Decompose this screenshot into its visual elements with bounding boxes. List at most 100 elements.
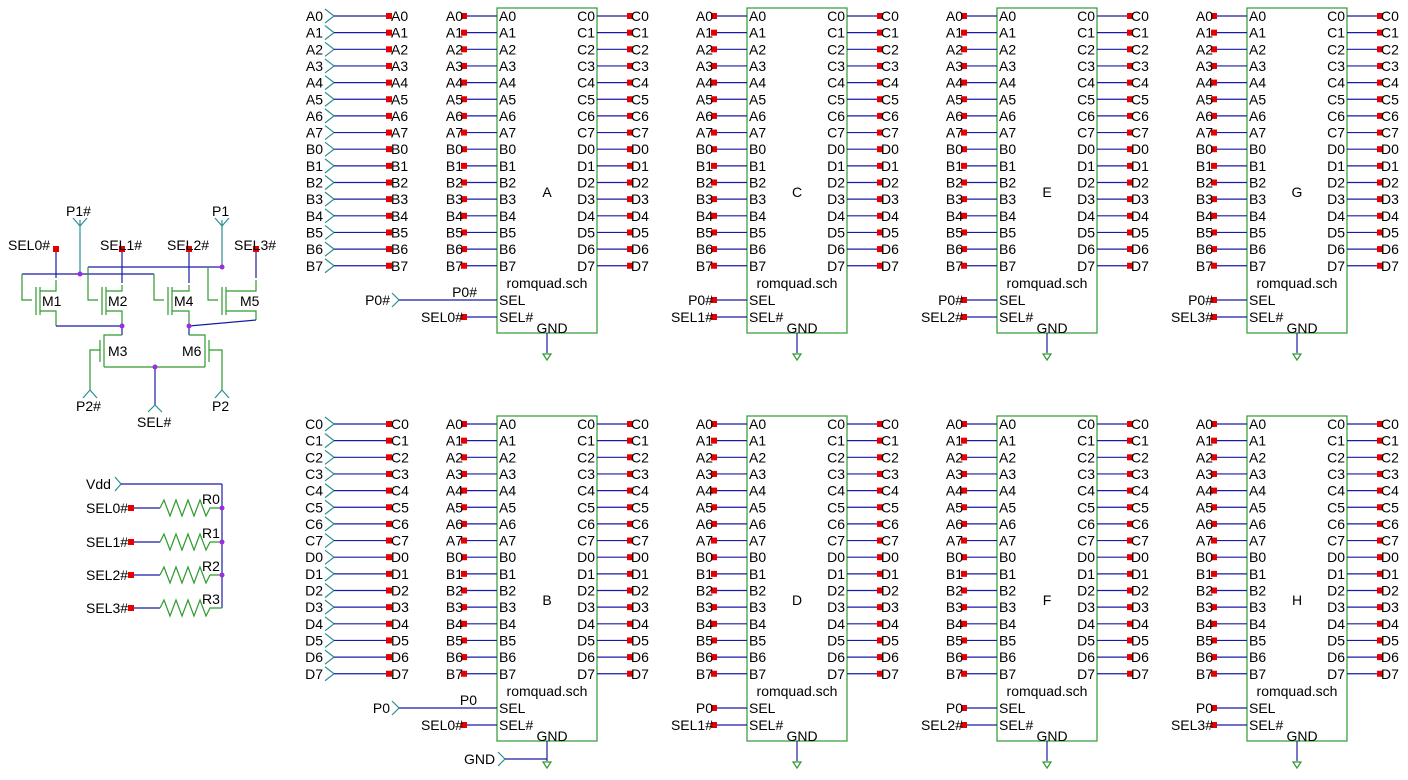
bus-net-label: A0 (306, 8, 323, 24)
chip-left-pin: B6 (499, 241, 516, 257)
chip-left-net: A6 (696, 516, 713, 532)
chip-right-pin: C1 (1077, 433, 1095, 449)
chip-left-net: B7 (446, 666, 463, 682)
chip-left-pin: A5 (999, 499, 1016, 515)
chip-right-net: D3 (1381, 599, 1399, 615)
bus-pin-label: D4 (391, 616, 409, 632)
chip-left-net: B4 (1196, 208, 1213, 224)
chip-left-net: A5 (946, 91, 963, 107)
chip-seln-pin: SEL# (499, 717, 533, 733)
chip-sel-port: P0 (373, 700, 390, 716)
chip-right-pin: D7 (1077, 666, 1095, 682)
chip-right-pin: D3 (577, 191, 595, 207)
chip-left-net: B4 (696, 208, 713, 224)
chip-right-net: C7 (881, 125, 899, 141)
chip-seln-net: SEL1# (671, 717, 713, 733)
chip-left-pin: A1 (499, 433, 516, 449)
chip-right-net: C0 (1131, 8, 1149, 24)
chip-right-pin: C3 (1077, 58, 1095, 74)
chip-left-net: A2 (946, 41, 963, 57)
bus-net-label: B7 (306, 258, 323, 274)
chip-right-pin: D5 (577, 224, 595, 240)
chip-name: F (1043, 592, 1052, 608)
bus-connector (386, 262, 392, 269)
bus-connector (386, 537, 392, 544)
chip-right-pin: C5 (577, 499, 595, 515)
chip-right-pin: D5 (1077, 632, 1095, 648)
chip-left-pin: A5 (499, 91, 516, 107)
chip-seln-net: SEL0# (421, 717, 463, 733)
bus-pin-label: A1 (391, 25, 408, 41)
rom-chip: A0 A0 C0 C0 A1 A1 C1 C1 A2 A2 C2 C2 A3 A3 C3 C3 A4 A4 C4 C4… (365, 7, 649, 362)
chip-left-pin: A5 (999, 91, 1016, 107)
bus-pin-label: A6 (391, 108, 408, 124)
bus-net-label: C4 (305, 483, 323, 499)
ground-icon (791, 761, 803, 770)
chip-right-pin: C0 (827, 416, 845, 432)
chip-left-pin: B1 (999, 566, 1016, 582)
chip-left-pin: A7 (999, 533, 1016, 549)
transistor-m5: M5 (240, 293, 260, 309)
chip-right-pin: D0 (827, 141, 845, 157)
chip-left-pin: A4 (999, 483, 1016, 499)
chip-right-net: C4 (631, 75, 649, 91)
chip-right-net: D4 (881, 616, 899, 632)
bus-pin-label: B4 (391, 208, 408, 224)
chip-left-pin: A3 (999, 466, 1016, 482)
bus-net-label: C3 (305, 466, 323, 482)
chip-left-net: B4 (446, 616, 463, 632)
chip-right-net: D6 (631, 241, 649, 257)
chip-left-net: B5 (1196, 224, 1213, 240)
resistor-r0: R0 (202, 491, 220, 507)
chip-left-net: B6 (696, 241, 713, 257)
chip-right-pin: C1 (1327, 433, 1345, 449)
chip-left-net: A2 (696, 41, 713, 57)
rom-chip: A0 A0 C0 C0 A1 A1 C1 C1 A2 A2 C2 C2 A3 A3 C3 C3 A4 A4 C4 C4… (1171, 415, 1399, 770)
mux-label-sel0: SEL0# (8, 237, 50, 253)
chip-left-net: B0 (446, 141, 463, 157)
chip-left-pin: A4 (499, 75, 516, 91)
chip-right-net: D1 (1131, 158, 1149, 174)
chip-left-net: A2 (946, 449, 963, 465)
chip-right-pin: D2 (827, 583, 845, 599)
chip-left-net: A7 (1196, 533, 1213, 549)
chip-right-pin: D4 (827, 616, 845, 632)
chip-right-net: C4 (1381, 75, 1399, 91)
chip-left-net: A2 (696, 449, 713, 465)
bus-connector (386, 670, 392, 677)
chip-right-net: C7 (1381, 533, 1399, 549)
chip-left-pin: A0 (1249, 8, 1266, 24)
chip-left-pin: A5 (1249, 91, 1266, 107)
chip-seln-net: SEL2# (921, 309, 963, 325)
chip-right-net: D0 (881, 141, 899, 157)
chip-left-net: B2 (696, 583, 713, 599)
chip-sel-pin: SEL (1249, 292, 1276, 308)
chip-left-pin: A2 (1249, 41, 1266, 57)
chip-right-net: D1 (631, 158, 649, 174)
chip-left-pin: B7 (499, 258, 516, 274)
chip-right-pin: C3 (827, 466, 845, 482)
chip-left-net: B2 (446, 175, 463, 191)
chip-right-pin: C6 (577, 516, 595, 532)
rom-chips: A0 A0 C0 C0 A1 A1 C1 C1 A2 A2 C2 C2 A3 A3 C3 C3 A4 A4 C4 C4… (365, 7, 1399, 770)
chip-right-pin: C7 (827, 533, 845, 549)
bus-pin-label: B1 (391, 158, 408, 174)
chip-left-pin: B0 (999, 549, 1016, 565)
bus-net-label: A1 (306, 25, 323, 41)
chip-right-net: D7 (1381, 258, 1399, 274)
chip-seln-net: SEL3# (1171, 717, 1213, 733)
chip-left-net: A7 (946, 533, 963, 549)
chip-left-pin: A0 (999, 416, 1016, 432)
chip-left-net: A7 (446, 533, 463, 549)
chip-left-pin: A7 (1249, 125, 1266, 141)
chip-left-net: B0 (1196, 549, 1213, 565)
chip-right-pin: C0 (1327, 8, 1345, 24)
chip-left-net: B1 (696, 158, 713, 174)
chip-gnd-pin: GND (1036, 320, 1067, 336)
bus-connector (386, 79, 392, 86)
resistor-r2: R2 (202, 558, 220, 574)
chip-right-pin: C2 (577, 449, 595, 465)
chip-left-net: A2 (1196, 41, 1213, 57)
chip-left-net: A7 (946, 125, 963, 141)
chip-right-pin: D1 (1077, 158, 1095, 174)
